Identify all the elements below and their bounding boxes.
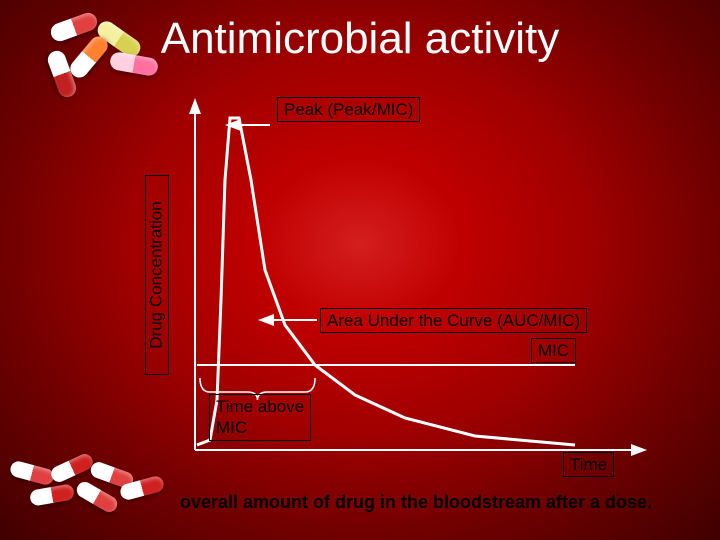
auc-label: Area Under the Curve (AUC/MIC) <box>320 308 587 333</box>
pill-icon <box>119 475 166 502</box>
pill-icon <box>49 451 96 484</box>
x-axis-label: Time <box>563 452 614 477</box>
pk-pd-chart: Drug Concentration Peak (Peak/MIC) Area … <box>135 100 635 470</box>
pill-icon <box>94 18 144 60</box>
pill-decoration-top <box>20 10 170 110</box>
pill-icon <box>48 10 99 43</box>
pill-icon <box>29 483 75 506</box>
pill-icon <box>74 479 120 515</box>
pill-icon <box>67 33 112 81</box>
caption: overall amount of drug in the bloodstrea… <box>180 492 652 513</box>
slide-title: Antimicrobial activity <box>161 14 560 64</box>
pill-icon <box>109 51 159 77</box>
pill-icon <box>45 48 78 99</box>
mic-label: MIC <box>531 338 576 363</box>
pill-icon <box>89 460 136 490</box>
slide: Antimicrobial activity Drug Concentratio… <box>0 0 720 540</box>
time-above-mic-label: Time above MIC <box>209 394 311 441</box>
pill-icon <box>9 460 56 487</box>
peak-label: Peak (Peak/MIC) <box>277 97 420 122</box>
